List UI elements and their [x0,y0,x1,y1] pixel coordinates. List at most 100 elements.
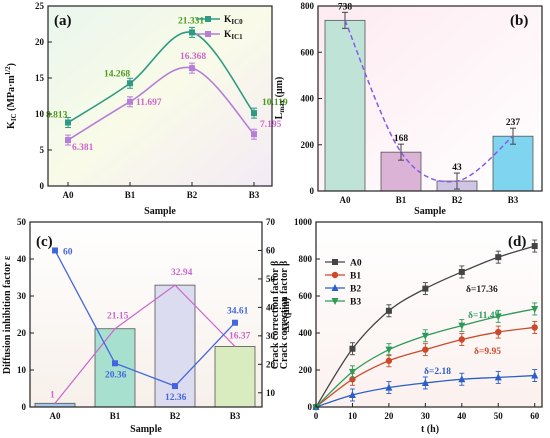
panel-a-data-label: 21.331 [178,16,204,26]
panel-c-right-ytick-label: 40 [266,302,276,312]
panel-c-beta-label: 34.61 [227,307,249,317]
panel-a-data-label: 11.697 [136,98,162,108]
panel-a-point [251,110,257,117]
panel-d-marker-triangle [494,373,502,381]
panel-b-data-label: 168 [394,134,409,144]
panel-c-beta-label: 60 [63,247,73,257]
panel-c-epsilon-label: 1 [50,390,55,400]
panel-a-point [189,65,195,72]
panel-d-ylabel-main: Crack correction factor β [270,261,281,369]
panel-d-marker-tri-down [458,322,466,330]
panel-d-marker-circle [531,324,538,331]
panel-c-epsilon-line [54,284,236,404]
panel-a-data-label: 7.195 [260,120,282,130]
panel-c-epsilon-label: 21.15 [107,312,129,322]
panel-c-left-ytick-label: 0 [22,402,27,412]
panel-a-data-label: 10.119 [262,98,288,108]
panel-d-marker-tri-down [385,346,393,354]
panel-d-xtick-label: 20 [384,411,394,421]
panel-c-xtick-label: B2 [170,411,181,421]
annotation-b3: δ=11.47 [468,311,499,321]
panel-c-xtick-label: B1 [110,411,121,421]
panel-c-beta-label: 20.36 [105,370,127,380]
panel-d-marker-circle [385,357,393,364]
legend-label-A0: A0 [350,259,362,269]
panel-d-marker-tri-down [348,368,356,376]
panel-d-marker-circle [422,346,429,353]
panel-c-left-ytick-label: 30 [17,291,27,301]
panel-c-right-ytick-label: 30 [266,331,276,341]
panel-a-data-label: 16.368 [180,52,206,62]
panel-d-marker-square [458,268,465,275]
panel-d-marker-square [332,259,338,265]
panel-a-xtick-label: B3 [249,190,260,200]
panel-a-series-line-1 [67,66,255,141]
panel-d-ytick-label: 800 [299,254,313,264]
legend-label-B3: B3 [350,298,361,308]
panel-d-marker-square [349,345,356,352]
legend-marker-kic1 [205,31,211,37]
panel-a-point [65,137,71,144]
panel-d-marker-triangle [331,284,339,291]
panel-b-ytick-label: 400 [301,94,315,104]
panel-a-point [127,98,133,105]
panel-c-beta-point [232,319,238,326]
panel-d-marker-tri-down [421,332,429,340]
panel-c-ylabel-left: Diffusion inhibition factor ε [2,255,13,374]
panel-b-xtick-label: B3 [508,195,519,205]
panel-d-xtick-label: 30 [421,411,431,421]
panel-d-marker-triangle [458,375,466,383]
panel-b-xtick-label: B2 [452,195,463,205]
panel-c-ylabel-right: Crack correction factor β [279,261,290,369]
panel-a-ytick-label: 25 [35,1,45,11]
panel-c-beta-line [54,250,236,387]
panel-d-marker-triangle [531,371,539,379]
panel-c-label: (c) [36,234,53,250]
panel-d-frame [315,221,543,408]
panel-d-marker-tri-down [531,305,539,313]
panel-d-marker-tri-down [331,298,339,305]
panel-b-ylabel: Lmax (μm) [274,77,286,120]
panel-c-right-ytick-label: 60 [266,245,276,255]
panel-c-beta-point [112,360,118,367]
panel-d-marker-circle [331,271,339,279]
panel-c-right-ytick-label: 70 [266,217,276,227]
panel-a-label: (a) [54,13,72,29]
panel-a-data-label: 8.813 [46,111,68,121]
panel-a-point [65,119,71,126]
panel-c-beta-point [172,383,178,390]
panel-d-xtick-label: 0 [314,411,319,421]
panel-a-point [127,80,133,87]
panel-d-ylabel-sub: Δx (μm) [281,298,292,332]
panel-c: 1 21.15 32.94 16.37 60 20.36 12.36 34.61 0 10 20 3… [2,217,290,435]
panel-c-right-ytick-label: 50 [266,274,276,284]
panel-b-xlabel: Sample [414,206,446,217]
panel-a-xtick-label: A0 [63,190,74,200]
panel-c-left-ytick-label: 20 [17,328,27,338]
panel-b-bar [492,135,534,192]
panel-b-data-label: 738 [338,2,353,12]
panel-a-xtick-label: B2 [187,190,198,200]
panel-d-xlabel: t (h) [421,424,439,435]
panel-c-beta-label: 12.36 [165,393,187,403]
panel-c-left-ytick-label: 10 [17,365,27,375]
panel-c-xlabel: Sample [130,424,162,435]
annotation-b1: δ=9.95 [474,347,501,357]
panel-d-marker-circle [495,328,502,336]
panel-d-legend: A0 B1 B2 B3 [325,259,362,308]
panel-a-data-label: 6.381 [72,143,94,153]
legend-label-B1: B1 [350,272,361,282]
panel-d-ytick-label: 0 [308,402,313,412]
panel-a-series-line-0 [67,31,255,124]
panel-a-background [48,6,272,186]
panel-c-epsilon-label: 16.37 [229,331,251,341]
panel-d-xtick-label: 60 [530,411,540,421]
panel-a-point [251,131,257,138]
panel-a-xtick-label: B1 [125,190,136,200]
panel-a-ylabel: KIC (MPa·m1/2) [4,63,18,129]
panel-b-data-label: 237 [506,118,521,128]
panel-a-ytick-label: 5 [40,145,45,155]
panel-c-xtick-label: A0 [50,411,61,421]
panel-c-left-ytick-label: 50 [17,217,27,227]
panel-a-point [189,29,195,36]
